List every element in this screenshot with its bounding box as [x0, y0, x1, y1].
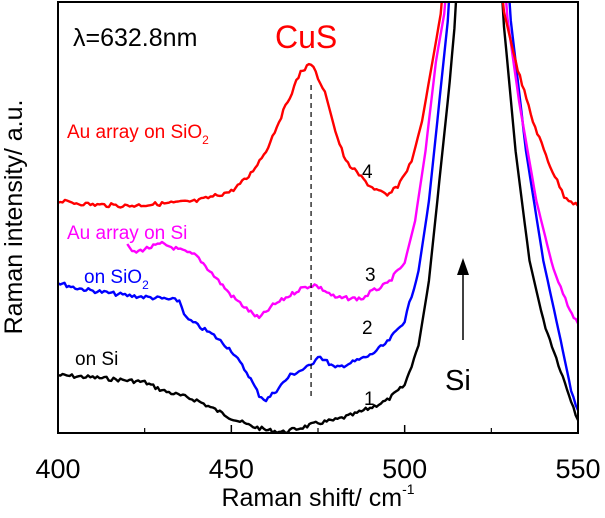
- series-line-3: [126, 2, 447, 320]
- wavelength-label: λ=632.8nm: [73, 24, 197, 52]
- series-line-1: [501, 2, 578, 421]
- x-tick-label: 550: [555, 454, 600, 484]
- series-line-1: [58, 2, 458, 433]
- series-line-3: [505, 2, 578, 325]
- x-tick-label: 500: [382, 454, 427, 484]
- series-line-4: [501, 2, 578, 207]
- series-number-2: 2: [362, 318, 373, 339]
- material-label: CuS: [275, 19, 337, 55]
- series-number-3: 3: [365, 265, 376, 286]
- series-curves: [58, 2, 578, 433]
- series-line-2: [508, 2, 578, 411]
- series-label-2: on SiO2: [84, 267, 149, 292]
- x-axis-label: Raman shift/ cm-1: [221, 481, 414, 512]
- x-tick-label: 450: [209, 454, 254, 484]
- si-arrow-icon: [457, 258, 469, 340]
- series-label-3: Au array on Si: [67, 223, 187, 244]
- plot-frame: [57, 1, 579, 434]
- series-label-1: on Si: [75, 349, 118, 370]
- series-line-4: [58, 2, 443, 209]
- series-number-4: 4: [362, 162, 373, 183]
- y-axis-label: Raman intensity/ a.u.: [0, 100, 28, 335]
- si-label: Si: [445, 365, 471, 397]
- series-number-1: 1: [364, 389, 375, 410]
- series-line-2: [58, 2, 451, 403]
- x-tick-label: 400: [35, 454, 80, 484]
- x-ticks: 400 450 500 550: [35, 425, 601, 484]
- series-label-4: Au array on SiO2: [67, 122, 209, 147]
